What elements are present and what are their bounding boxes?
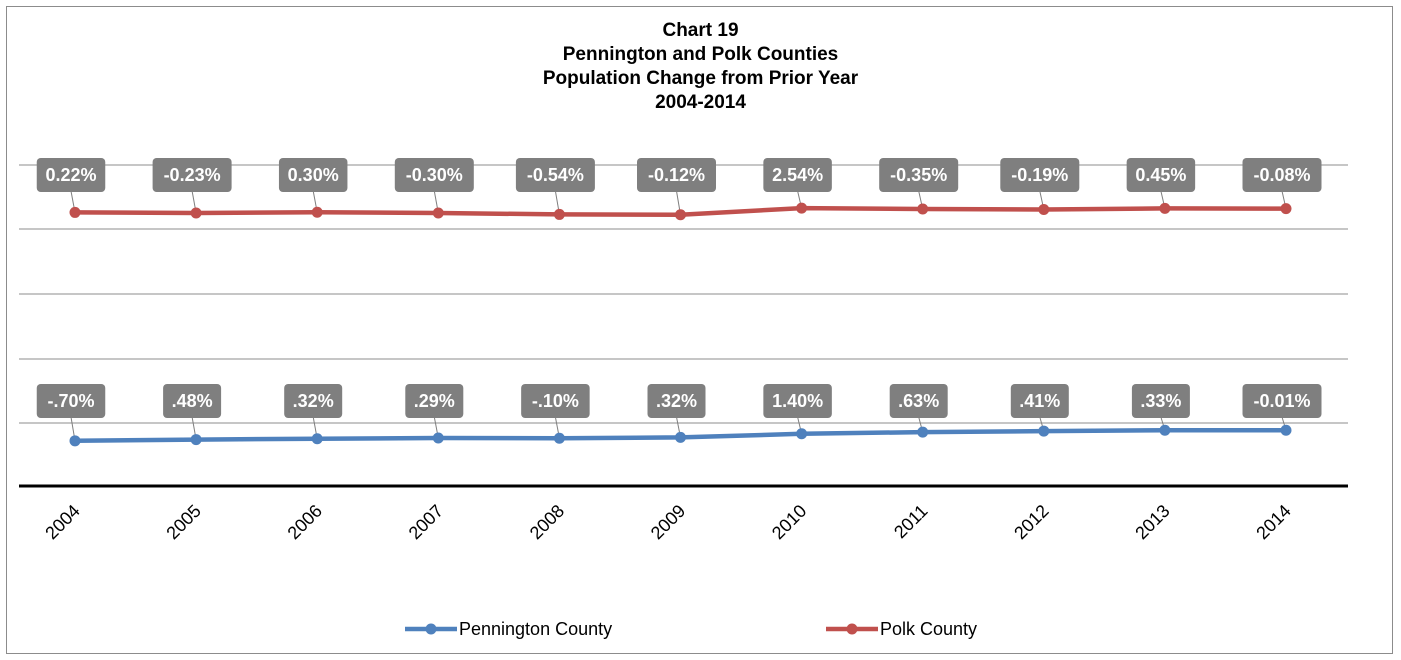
data-point <box>311 206 323 218</box>
x-tick-label-2005: 2005 <box>162 501 204 543</box>
chart-title: Chart 19 Pennington and Polk Counties Po… <box>7 19 1394 115</box>
legend-label-1: Polk County <box>880 619 977 639</box>
data-label-box <box>1010 384 1069 418</box>
data-point <box>1038 425 1050 437</box>
data-label: 1.40% <box>772 391 823 411</box>
data-point <box>1038 204 1050 216</box>
data-label-box <box>515 158 595 192</box>
x-tick-label-2012: 2012 <box>1010 501 1052 543</box>
x-tick-label-2014: 2014 <box>1252 501 1294 543</box>
data-label: 0.45% <box>1135 165 1186 185</box>
data-label-box <box>1242 384 1322 418</box>
data-label-box <box>637 158 716 192</box>
data-point <box>917 203 929 215</box>
data-point <box>190 207 202 219</box>
data-label-box <box>284 384 343 418</box>
data-label: -0.30% <box>406 165 463 185</box>
data-label: -0.54% <box>527 165 584 185</box>
data-label: -0.12% <box>648 165 705 185</box>
data-label-box <box>394 158 474 192</box>
x-tick-label-2011: 2011 <box>890 501 932 543</box>
data-point <box>69 435 81 447</box>
data-point <box>796 428 808 440</box>
x-tick-label-2009: 2009 <box>647 501 689 543</box>
data-label-box <box>278 158 348 192</box>
data-label: 2.54% <box>772 165 823 185</box>
x-tick-label-2007: 2007 <box>405 501 447 543</box>
legend-marker-0 <box>425 623 437 635</box>
x-tick-label-2008: 2008 <box>526 501 568 543</box>
data-label-box <box>1126 158 1196 192</box>
data-point <box>1280 424 1292 436</box>
data-label: .41% <box>1019 391 1060 411</box>
data-label: -0.19% <box>1011 165 1068 185</box>
data-label-box <box>889 384 948 418</box>
title-line-4: 2004-2014 <box>655 92 746 113</box>
data-point <box>675 431 686 443</box>
data-label: .32% <box>656 391 697 411</box>
data-point <box>1159 424 1171 436</box>
data-label: .48% <box>172 391 213 411</box>
data-label-box <box>1242 158 1322 192</box>
data-label-box <box>763 384 832 418</box>
title-line-1: Chart 19 <box>662 20 739 41</box>
data-point <box>917 426 929 438</box>
data-point <box>69 206 81 218</box>
data-point <box>311 433 323 445</box>
data-point <box>190 434 202 446</box>
data-point <box>1280 203 1292 215</box>
data-label-box <box>152 158 232 192</box>
data-label: .29% <box>414 391 455 411</box>
data-label-box <box>36 384 106 418</box>
data-label: .32% <box>293 391 334 411</box>
data-label-box <box>521 384 590 418</box>
x-tick-label-2013: 2013 <box>1131 501 1173 543</box>
data-label: -0.01% <box>1253 391 1310 411</box>
data-label-box <box>405 384 464 418</box>
data-label-box <box>1000 158 1080 192</box>
chart-frame: Chart 19 Pennington and Polk Counties Po… <box>6 6 1393 654</box>
data-point <box>796 202 808 214</box>
data-label: 0.30% <box>288 165 339 185</box>
data-label: .63% <box>898 391 939 411</box>
legend-marker-1 <box>846 623 858 635</box>
data-label: -.10% <box>532 391 579 411</box>
data-point <box>1159 202 1171 214</box>
data-label-box <box>36 158 106 192</box>
data-label-box <box>879 158 959 192</box>
data-label: -0.23% <box>164 165 221 185</box>
data-point <box>432 432 444 444</box>
data-point <box>553 432 565 444</box>
legend-label-0: Pennington County <box>459 619 612 639</box>
title-line-3: Population Change from Prior Year <box>542 68 859 89</box>
data-label-box <box>163 384 222 418</box>
data-label: -0.35% <box>890 165 947 185</box>
data-point <box>432 207 444 219</box>
data-label: .33% <box>1140 391 1181 411</box>
title-line-2: Pennington and Polk Counties <box>562 44 839 65</box>
data-label: 0.22% <box>45 165 96 185</box>
x-tick-label-2006: 2006 <box>284 501 326 543</box>
data-label: -.70% <box>47 391 94 411</box>
data-label-box <box>763 158 832 192</box>
data-label: -0.08% <box>1253 165 1310 185</box>
data-point <box>675 209 686 221</box>
line-chart: 2004 2005 2006 2007 2008 2009 2010 2011 2012 2013… <box>19 158 1348 639</box>
x-tick-label-2010: 2010 <box>768 501 810 543</box>
data-label-box <box>647 384 706 418</box>
data-label-box <box>1131 384 1190 418</box>
data-point <box>553 208 565 220</box>
x-tick-label-2004: 2004 <box>41 501 83 543</box>
